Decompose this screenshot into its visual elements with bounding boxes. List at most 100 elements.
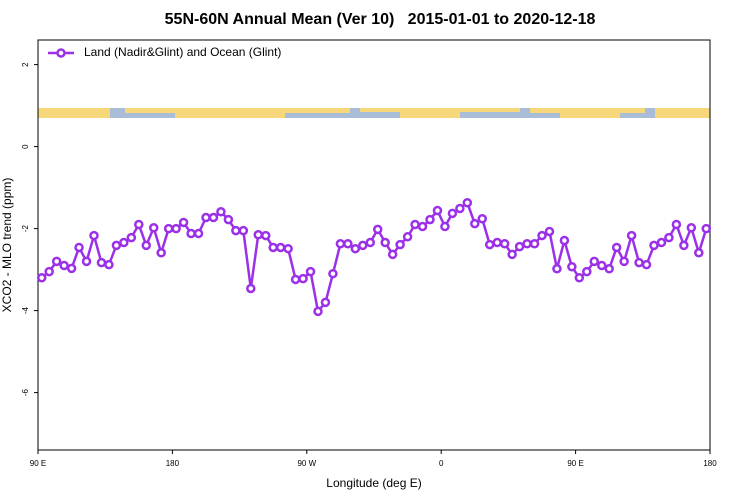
chart-title: 55N-60N Annual Mean (Ver 10) 2015-01-01 … [165,11,596,28]
data-point [74,242,84,253]
y-tick-label: -2 [21,224,30,232]
data-point [156,248,166,258]
data-point [664,232,674,243]
data-point [246,283,256,294]
data-point [358,240,368,251]
data-point [343,239,353,249]
data-point [574,273,585,283]
data-point [507,249,517,260]
data-point [417,221,428,232]
data-point [686,223,697,233]
data-point [208,212,219,223]
data-point [305,266,316,277]
data-point [148,223,159,233]
data-point [470,218,480,229]
data-point [529,239,540,249]
data-point [36,273,47,283]
data-point [335,239,346,249]
data-point [66,263,77,274]
data-point [141,240,152,251]
data-point [253,230,264,240]
data-point [611,242,622,253]
data-point [582,266,592,277]
data-point [492,237,502,248]
data-point [380,237,390,248]
data-point [701,223,712,234]
data-point [201,212,211,223]
data-point [328,268,338,279]
legend-label: Land (Nadir&Glint) and Ocean (Glint) [84,45,281,59]
data-point [283,243,293,254]
data-point [537,230,547,241]
data-point [634,257,644,268]
y-tick-label: -6 [21,388,30,396]
data-point [313,306,323,317]
data-point [163,223,174,234]
data-point [522,239,532,249]
data-point [119,237,129,248]
data-point [679,240,689,251]
data-point [514,241,525,252]
data-point [268,242,278,253]
data-point [499,239,510,249]
x-tick-label: 180 [166,459,180,468]
data-point [619,256,629,267]
data-point [455,203,465,214]
legend-marker [56,48,66,58]
data-point [641,259,652,270]
data-point [365,237,376,248]
data-point [81,256,92,267]
data-point [178,217,189,228]
data-point [223,214,234,225]
data-point [372,224,383,235]
data-point [126,232,137,243]
y-tick-label: 0 [21,144,30,149]
data-point [51,256,62,267]
data-point [425,214,435,225]
data-point [298,273,308,284]
data-point [44,266,54,277]
data-point [544,226,555,237]
data-point [410,219,420,230]
data-point [111,240,122,251]
x-axis-label: Longitude (deg E) [326,476,421,490]
data-point [656,237,667,248]
data-point [477,214,488,224]
data-point [626,230,637,241]
data-point [231,225,241,236]
data-point [484,239,495,250]
data-point [387,249,398,260]
data-point [462,198,473,208]
series-line [40,200,708,315]
y-tick-label: -4 [21,306,30,314]
data-point [193,228,204,239]
data-point [96,257,107,268]
data-point [59,260,69,271]
data-point [290,274,301,285]
x-tick-label: 90 E [567,459,583,468]
y-tick-label: 2 [21,62,30,67]
data-point [596,260,607,271]
x-tick-label: 90 E [30,459,46,468]
data-point [89,230,99,241]
data-point [104,259,114,270]
data-point [432,205,443,216]
data-point [649,240,659,251]
x-tick-label: 180 [703,459,717,468]
data-point [440,221,450,232]
data-point [694,248,704,258]
data-point [604,264,614,274]
data-point [186,228,196,239]
x-tick-label: 90 W [297,459,316,468]
data-point [260,230,271,241]
data-point [552,264,562,274]
x-tick-label: 0 [439,459,444,468]
data-point [134,219,144,230]
data-point [589,256,600,267]
y-axis-label: XCO2 - MLO trend (ppm) [0,178,14,313]
data-point [395,239,405,250]
data-point [559,235,570,246]
data-point [216,207,226,217]
data-point [567,261,577,272]
